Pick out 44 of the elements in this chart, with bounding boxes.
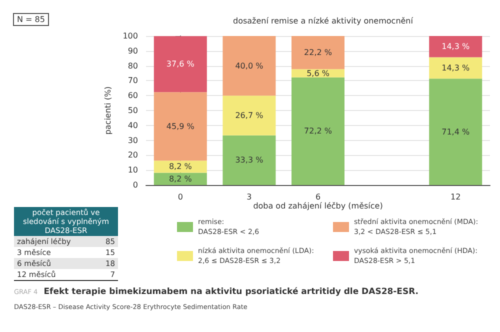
text: Efekt terapie bimekizumabem na aktivitu psoriatické artritidy dle DAS28-ESR. (44, 287, 419, 297)
bar (154, 36, 207, 92)
data-label: 14,3 % (442, 42, 470, 52)
bar (429, 78, 482, 185)
y-tick-label: 10 (128, 166, 138, 175)
bar (154, 92, 207, 161)
data-label: 14,3 % (442, 63, 470, 72)
y-tick-label: 50 (128, 106, 138, 115)
y-axis-title: pacienti (%) (103, 86, 112, 135)
bar (154, 160, 207, 173)
y-tick-label: 20 (128, 150, 138, 160)
data-label: 45,9 % (166, 122, 195, 131)
data-label: 22,2 % (304, 48, 332, 58)
bar (292, 36, 344, 70)
y-tick-label: 60 (128, 91, 138, 100)
data-label: 33,3 % (235, 156, 264, 165)
data-label: 8,2 % (168, 174, 192, 184)
x-tick-label: 3 (246, 192, 252, 202)
bar (222, 36, 276, 96)
x-tick-label: 0 (178, 192, 183, 202)
bar (429, 57, 482, 79)
bar (429, 36, 482, 58)
bar (222, 96, 276, 136)
data-label: 8,2 % (168, 162, 192, 172)
data-label: 40,0 % (235, 61, 264, 70)
chart-title: dosažení remise a nízké aktivity onemocnění (233, 16, 414, 26)
data-label: 26,7 % (235, 110, 264, 120)
x-tick-label: 6 (315, 192, 321, 202)
x-axis-title: doba od zahájení léčby (měsíce) (253, 201, 383, 210)
y-tick-label: 80 (128, 61, 138, 70)
y-tick-label: 40 (128, 120, 138, 130)
bar (292, 77, 344, 185)
y-tick-label: 70 (128, 76, 138, 86)
x-tick-label: 12 (450, 192, 461, 202)
y-tick-label: 90 (128, 46, 138, 56)
data-label: 72,2 % (304, 126, 332, 136)
data-label: 5,6 % (306, 68, 330, 78)
data-label: 71,4 % (442, 127, 470, 136)
text: N = 85 (13, 13, 49, 26)
data-label: 37,6 % (166, 60, 195, 69)
y-tick-label: 100 (122, 32, 138, 40)
y-tick-label: 30 (128, 136, 138, 145)
y-tick-label: 0 (132, 180, 138, 190)
bar (222, 135, 276, 185)
